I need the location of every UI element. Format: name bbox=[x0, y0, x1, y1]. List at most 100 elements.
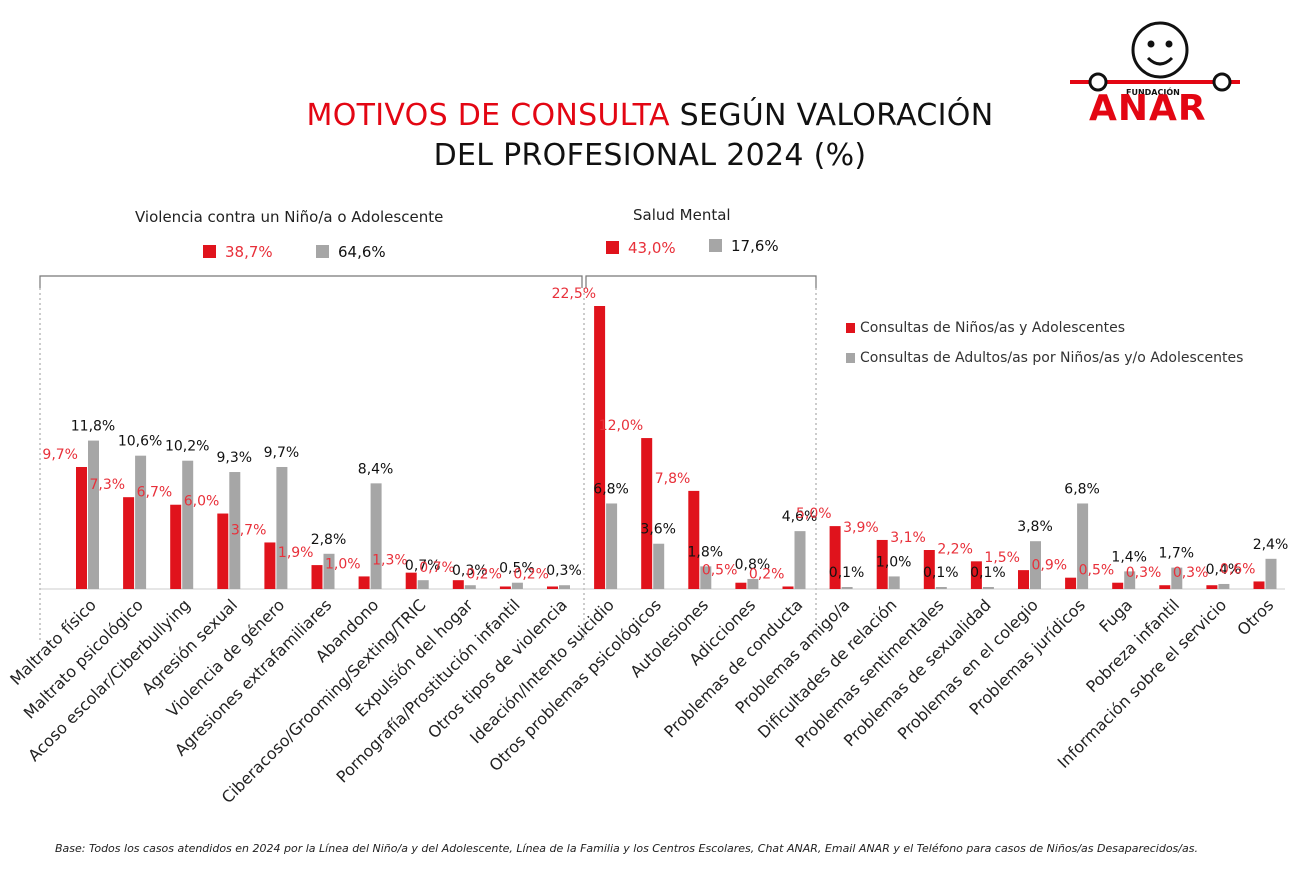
bar-adults-adicciones bbox=[747, 578, 759, 589]
bar-adults-maltrato-fisico bbox=[88, 440, 99, 589]
label-children-adicciones: 0,5% bbox=[702, 563, 738, 579]
label-adults-maltrato-psicologico: 10,6% bbox=[118, 434, 162, 450]
bar-adults-problemas-juridicos bbox=[1077, 503, 1089, 589]
group-violencia-children-swatch bbox=[203, 245, 216, 258]
label-children-dificultades-de-relacion: 3,9% bbox=[843, 520, 879, 536]
bar-children-autolesiones bbox=[688, 490, 700, 589]
bar-adults-problemas-sentimentales bbox=[935, 587, 947, 589]
bar-adults-otros-tipos-de-violencia bbox=[559, 585, 570, 589]
title-line2: DEL PROFESIONAL 2024 (%) bbox=[433, 138, 867, 173]
bracket-violencia bbox=[39, 275, 583, 288]
bar-children-otros-problemas-psicologicos bbox=[641, 438, 653, 589]
label-adults-acoso-escolar-ciberbullying: 10,2% bbox=[165, 439, 209, 455]
label-adults-violencia-de-genero: 9,7% bbox=[264, 445, 300, 461]
bar-adults-pobreza-infantil bbox=[1171, 567, 1183, 589]
bar-adults-dificultades-de-relacion bbox=[888, 576, 900, 589]
bar-children-problemas-sentimentales bbox=[923, 550, 935, 589]
logo-fundacion-text: FUNDACIÓN bbox=[1126, 88, 1180, 97]
logo-hand-right bbox=[1212, 72, 1232, 92]
bar-children-dificultades-de-relacion bbox=[876, 539, 888, 589]
label-adults-informacion-sobre-el-servicio: 0,4% bbox=[1206, 562, 1242, 578]
bar-children-violencia-de-genero bbox=[264, 542, 276, 589]
title-black-part: SEGÚN VALORACIÓN bbox=[679, 98, 994, 133]
bar-adults-otros-problemas-psicologicos bbox=[653, 543, 665, 589]
label-adults-maltrato-fisico: 11,8% bbox=[71, 419, 115, 435]
label-children-problemas-de-sexualidad: 2,2% bbox=[937, 541, 973, 557]
label-adults-adicciones: 0,8% bbox=[735, 557, 771, 573]
bar-children-maltrato-fisico bbox=[76, 466, 87, 589]
group-violencia-children-pct: 38,7% bbox=[225, 243, 273, 261]
label-adults-otros: 2,4% bbox=[1253, 537, 1289, 553]
bar-adults-otros bbox=[1265, 558, 1277, 589]
title-red-part: MOTIVOS DE CONSULTA bbox=[306, 98, 670, 133]
bar-children-pobreza-infantil bbox=[1159, 585, 1171, 589]
group-salud-children-pct: 43,0% bbox=[628, 239, 676, 257]
label-adults-fuga: 1,4% bbox=[1111, 549, 1147, 565]
logo-eye-left bbox=[1147, 40, 1155, 48]
bar-children-problemas-en-el-colegio bbox=[1018, 570, 1029, 589]
group-salud-adults-swatch bbox=[709, 239, 722, 252]
label-adults-pobreza-infantil: 1,7% bbox=[1159, 546, 1195, 562]
group-salud-children-swatch bbox=[606, 241, 619, 254]
bar-children-ideacion-intento-suicidio bbox=[594, 306, 606, 589]
label-children-problemas-amigo-a: 5,0% bbox=[796, 506, 832, 522]
legend-adults-swatch bbox=[846, 353, 855, 363]
label-children-agresiones-extrafamiliares: 1,9% bbox=[278, 545, 314, 561]
label-children-problemas-en-el-colegio: 1,5% bbox=[984, 550, 1020, 566]
label-adults-problemas-amigo-a: 0,1% bbox=[829, 565, 865, 581]
category-label-otros: Otros bbox=[1233, 595, 1277, 639]
legend-children-swatch bbox=[846, 323, 855, 333]
label-adults-autolesiones: 1,8% bbox=[688, 544, 724, 560]
legend-adults-label: Consultas de Adultos/as por Niños/as y/o… bbox=[860, 350, 1244, 366]
group-violencia-adults-pct: 64,6% bbox=[338, 243, 386, 261]
label-adults-pornografia-prostitucion-infantil: 0,5% bbox=[499, 561, 535, 577]
label-children-violencia-de-genero: 3,7% bbox=[231, 522, 267, 538]
label-adults-expulsion-del-hogar: 0,3% bbox=[452, 563, 488, 579]
bar-adults-problemas-de-conducta bbox=[794, 531, 806, 589]
bar-adults-problemas-en-el-colegio bbox=[1030, 541, 1041, 589]
bar-children-otros-tipos-de-violencia bbox=[547, 586, 558, 589]
chart-title: MOTIVOS DE CONSULTA SEGÚN VALORACIÓN DEL… bbox=[250, 96, 1050, 176]
bar-adults-pornografia-prostitucion-infantil bbox=[511, 582, 523, 589]
logo-hand-left bbox=[1088, 72, 1108, 92]
group-salud-title: Salud Mental bbox=[633, 206, 731, 224]
bracket-salud bbox=[585, 275, 817, 288]
anar-logo bbox=[1070, 21, 1240, 92]
label-children-ideacion-intento-suicidio: 22,5% bbox=[552, 286, 596, 302]
label-children-acoso-escolar-ciberbullying: 6,7% bbox=[137, 485, 173, 501]
bar-adults-expulsion-del-hogar bbox=[464, 585, 476, 589]
footnote: Base: Todos los casos atendidos en 2024 … bbox=[55, 842, 1198, 855]
label-children-problemas-sentimentales: 3,1% bbox=[890, 530, 926, 546]
bar-children-otros bbox=[1253, 581, 1265, 589]
label-adults-problemas-juridicos: 6,8% bbox=[1064, 481, 1100, 497]
label-adults-problemas-sentimentales: 0,1% bbox=[923, 565, 959, 581]
label-adults-problemas-de-conducta: 4,6% bbox=[782, 509, 818, 525]
label-children-otros: 0,6% bbox=[1220, 561, 1256, 577]
bar-adults-ideacion-intento-suicidio bbox=[606, 503, 618, 589]
bar-adults-agresiones-extrafamiliares bbox=[323, 553, 335, 589]
label-adults-ideacion-intento-suicidio: 6,8% bbox=[593, 481, 629, 497]
bar-adults-informacion-sobre-el-servicio bbox=[1218, 583, 1230, 589]
bar-children-maltrato-psicologico bbox=[123, 497, 135, 589]
logo-eye-right bbox=[1165, 40, 1173, 48]
bar-children-problemas-amigo-a bbox=[829, 526, 841, 589]
logo-face bbox=[1131, 21, 1189, 79]
label-children-maltrato-fisico: 9,7% bbox=[42, 447, 78, 463]
bar-adults-problemas-de-sexualidad bbox=[982, 587, 994, 589]
logo-anar-text: ANAR bbox=[1089, 88, 1207, 129]
label-adults-problemas-en-el-colegio: 3,8% bbox=[1017, 519, 1053, 535]
legend-children-label: Consultas de Niños/as y Adolescentes bbox=[860, 320, 1126, 336]
label-children-problemas-de-conducta: 0,2% bbox=[749, 566, 785, 582]
label-children-otros-tipos-de-violencia: 0,2% bbox=[513, 566, 549, 582]
bar-children-ciberacoso-grooming-sexting-tric bbox=[405, 572, 417, 589]
label-children-pornografia-prostitucion-infantil: 0,2% bbox=[466, 566, 502, 582]
label-children-otros-problemas-psicologicos: 12,0% bbox=[599, 418, 643, 434]
logo-smile bbox=[1146, 56, 1174, 66]
bar-children-problemas-de-sexualidad bbox=[970, 561, 982, 589]
bar-adults-acoso-escolar-ciberbullying bbox=[182, 460, 194, 589]
label-adults-otros-tipos-de-violencia: 0,3% bbox=[546, 563, 582, 579]
bar-children-informacion-sobre-el-servicio bbox=[1206, 585, 1218, 589]
label-adults-problemas-de-sexualidad: 0,1% bbox=[970, 565, 1006, 581]
bar-children-pornografia-prostitucion-infantil bbox=[499, 586, 511, 589]
